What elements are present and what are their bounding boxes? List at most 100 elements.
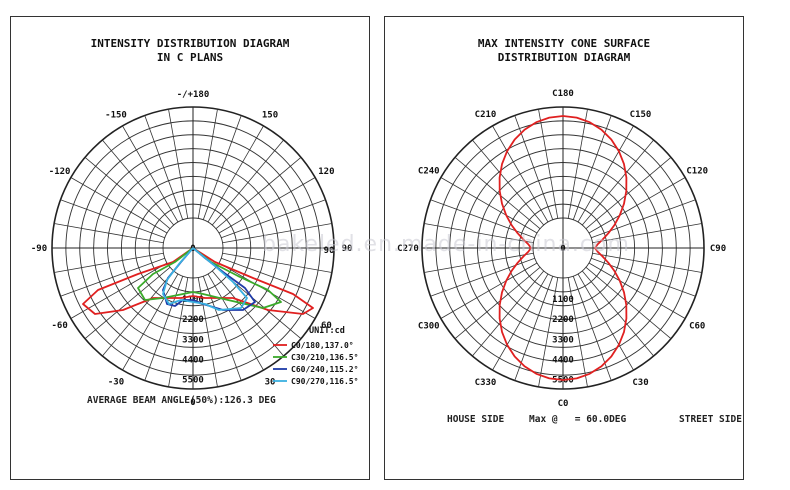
grid-spoke	[215, 157, 302, 230]
curve-c90-270	[162, 247, 248, 311]
grid-spoke	[70, 262, 168, 319]
grid-spoke	[122, 125, 179, 223]
unit-label: UNIT:cd	[309, 326, 345, 336]
grid-spoke	[472, 270, 545, 357]
angle-label: 0	[190, 398, 195, 408]
grid-spoke	[538, 277, 559, 387]
angle-label: C60	[689, 322, 705, 332]
grid-spoke	[202, 276, 242, 381]
angle-label: C300	[418, 322, 440, 332]
grid-spoke	[168, 109, 189, 219]
grid-spoke	[592, 252, 702, 273]
grid-spoke	[424, 223, 534, 244]
curve-c30-210	[137, 247, 282, 309]
grid-spoke	[454, 157, 541, 230]
ring-label: 4400	[182, 355, 204, 365]
left-title-line1: INTENSITY DISTRIBUTION DIAGRAM	[90, 37, 290, 50]
grid-spoke	[592, 223, 702, 244]
angle-label: -150	[105, 111, 127, 121]
grid-spoke	[567, 109, 588, 219]
grid-spoke	[567, 277, 588, 387]
grid-spoke	[197, 109, 218, 219]
grid-spoke	[440, 177, 538, 234]
ring-label: 0	[560, 244, 565, 254]
angle-label: 150	[262, 111, 278, 121]
angle-label: -60	[51, 321, 67, 331]
grid-spoke	[572, 276, 612, 381]
max-angle-label: Max @ = 60.0DEG	[529, 414, 627, 425]
grid-spoke	[585, 157, 672, 230]
intensity-polar-chart: -/+1801501209060300-30-60-90-120-1500110…	[31, 90, 359, 408]
angle-label: C330	[475, 378, 497, 388]
angle-label: 120	[318, 167, 334, 177]
angle-label: 30	[265, 377, 276, 387]
angle-label: C180	[552, 89, 574, 99]
grid-spoke	[222, 252, 332, 273]
grid-spoke	[70, 177, 168, 234]
grid-spoke	[60, 257, 165, 297]
average-beam-angle: AVERAGE BEAM ANGLE(50%):126.3 DEG	[87, 395, 276, 406]
grid-spoke	[581, 139, 654, 226]
angle-label: C120	[686, 167, 708, 177]
legend-label: C0/180,137.0°	[291, 341, 354, 350]
ring-label: 1100	[552, 295, 574, 305]
grid-spoke	[60, 199, 165, 239]
left-title-line2: IN C PLANS	[156, 51, 224, 64]
grid-spoke	[54, 223, 164, 244]
ring-label: 2200	[552, 315, 574, 325]
grid-spoke	[440, 262, 538, 319]
grid-spoke	[492, 125, 549, 223]
grid-spoke	[430, 257, 535, 297]
grid-spoke	[102, 270, 175, 357]
grid-spoke	[211, 139, 284, 226]
grid-spoke	[84, 266, 171, 339]
grid-spoke	[207, 125, 264, 223]
grid-spoke	[122, 273, 179, 371]
grid-spoke	[472, 139, 545, 226]
grid-spoke	[492, 273, 549, 371]
grid-spoke	[197, 277, 218, 387]
max-intensity-cone-panel: MAX INTENSITY CONE SURFACE DISTRIBUTION …	[384, 16, 744, 480]
grid-spoke	[588, 262, 686, 319]
watermark-text: bakeled.en.made-in-china.com	[262, 232, 630, 257]
house-side-label: HOUSE SIDE	[447, 414, 505, 425]
ring-label: 3300	[552, 335, 574, 345]
grid-spoke	[144, 115, 184, 220]
angle-label: C0	[558, 399, 569, 409]
stray-axis-label: 90	[324, 246, 335, 256]
angle-label: C30	[632, 378, 648, 388]
angle-label: 90	[342, 244, 353, 254]
legend-label: C30/210,136.5°	[291, 353, 358, 362]
grid-spoke	[585, 266, 672, 339]
angle-label: -90	[31, 244, 47, 254]
grid-spoke	[591, 257, 696, 297]
angle-label: -30	[108, 377, 124, 387]
grid-spoke	[168, 277, 189, 387]
grid-spoke	[572, 115, 612, 220]
grid-spoke	[454, 266, 541, 339]
grid-spoke	[102, 139, 175, 226]
curve-c0-180	[82, 247, 314, 315]
grid-spoke	[430, 199, 535, 239]
right-title-line2: DISTRIBUTION DIAGRAM	[497, 51, 631, 64]
grid-spoke	[591, 199, 696, 239]
grid-spoke	[54, 252, 164, 273]
grid-spoke	[514, 276, 554, 381]
grid-spoke	[577, 273, 634, 371]
grid-spoke	[211, 270, 284, 357]
grid-spoke	[577, 125, 634, 223]
angle-label: C150	[630, 110, 652, 120]
grid-spoke	[218, 262, 316, 319]
grid-spoke	[144, 276, 184, 381]
grid-spoke	[424, 252, 534, 273]
street-side-label: STREET SIDE	[679, 414, 742, 425]
grid-spoke	[581, 270, 654, 357]
legend-label: C90/270,116.5°	[291, 377, 358, 386]
angle-label: C270	[397, 244, 419, 254]
ring-label: 4400	[552, 355, 574, 365]
grid-spoke	[84, 157, 171, 230]
grid-spoke	[538, 109, 559, 219]
grid-spoke	[514, 115, 554, 220]
angle-label: C240	[418, 167, 440, 177]
grid-spoke	[221, 199, 326, 239]
